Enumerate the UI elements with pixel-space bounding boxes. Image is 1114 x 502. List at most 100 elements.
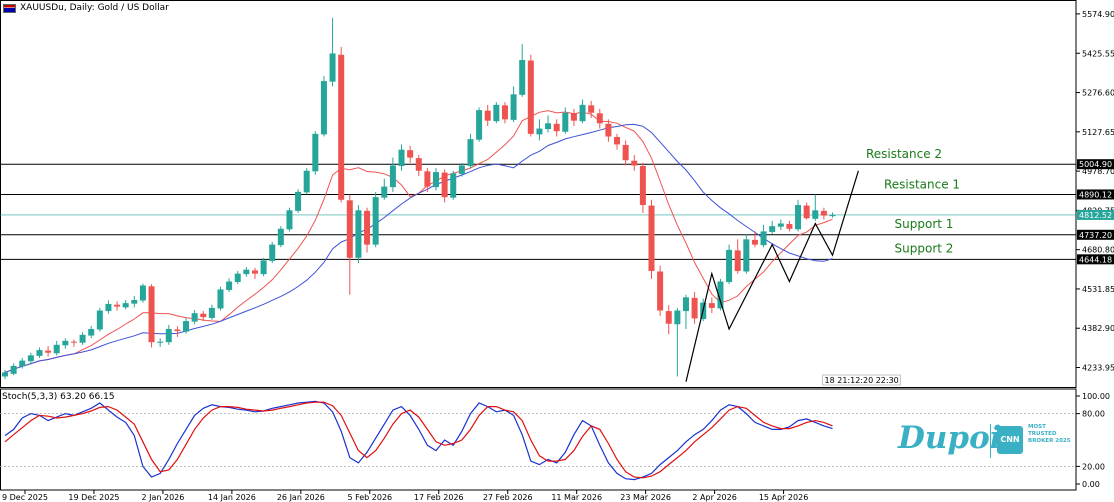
time-tick-label: 14 Jan 2026 <box>208 493 256 502</box>
candle-body <box>114 304 121 307</box>
candle-body <box>829 215 836 217</box>
candle-body <box>372 197 379 245</box>
candle-body <box>484 110 491 121</box>
stoch-tick-label: 0.00 <box>1082 480 1100 489</box>
candle-body <box>631 160 638 166</box>
candle-body <box>148 286 155 343</box>
candle-body <box>208 307 215 318</box>
candle-body <box>157 341 164 343</box>
time-tick-label: 17 Feb 2026 <box>414 493 464 502</box>
candle-body <box>364 210 371 245</box>
candle-body <box>476 110 483 140</box>
candle-body <box>467 139 474 167</box>
candle-body <box>786 224 793 229</box>
time-tick-label: 23 Mar 2026 <box>620 493 671 502</box>
candle-body <box>320 81 327 135</box>
stoch-pane-frame <box>0 388 1077 491</box>
level-label: Resistance 2 <box>866 147 942 161</box>
price-tick-label: 5276.60 <box>1082 89 1114 98</box>
candle-body <box>53 344 60 354</box>
price-tick-label: 5425.55 <box>1082 49 1114 58</box>
stoch-tick-label: 20.00 <box>1082 462 1105 471</box>
stoch-k-line <box>4 400 833 481</box>
candle-body <box>139 285 146 301</box>
candle-body <box>665 311 672 324</box>
candle-body <box>433 172 439 188</box>
candle-body <box>243 269 250 275</box>
candle-body <box>79 334 86 343</box>
candle-body <box>234 273 241 283</box>
candle-body <box>286 210 293 230</box>
candle-body <box>657 271 664 311</box>
candle-body <box>45 350 52 353</box>
candle-body <box>622 144 629 161</box>
candle-body <box>105 303 112 312</box>
candle-body <box>329 53 336 82</box>
candle-body <box>743 239 750 272</box>
price-tick-label: 4680.80 <box>1082 246 1114 255</box>
candle-body <box>536 128 543 135</box>
candle-body <box>458 165 465 174</box>
candle-body <box>562 112 569 132</box>
current-price-tag <box>1077 209 1114 220</box>
stoch-tick-label: 80.00 <box>1082 410 1105 419</box>
price-tick-label: 4978.70 <box>1082 167 1114 176</box>
candle-body <box>769 226 776 232</box>
candle-body <box>605 123 612 137</box>
time-tick-label: 2 Apr 2026 <box>692 493 736 502</box>
level-price-tag <box>1077 229 1114 240</box>
price-tick-label: 5574.90 <box>1082 10 1114 19</box>
level-price-tag <box>1077 189 1114 200</box>
candle-body <box>501 105 508 120</box>
level-price-tag-text: 4737.20 <box>1079 231 1112 240</box>
candle-body <box>519 60 526 95</box>
candle-body <box>717 281 724 309</box>
stoch-d-line <box>4 401 833 479</box>
candle-body <box>277 228 284 246</box>
time-tick-label: 26 Jan 2026 <box>277 493 325 502</box>
candle-body <box>200 313 207 318</box>
candle-body <box>260 260 267 275</box>
candle-body <box>165 328 172 343</box>
candle-body <box>96 310 103 330</box>
candle-body <box>217 289 224 309</box>
candle-body <box>648 205 655 271</box>
candle-body <box>588 105 595 113</box>
price-tick-label: 4382.90 <box>1082 324 1114 333</box>
stochastic-label: Stoch(5,3,3) 63.20 66.15 <box>2 392 115 402</box>
ma-slow-line <box>4 123 833 373</box>
candle-body <box>389 165 396 188</box>
logo-tagline: MOST TRUSTED BROKER 2025 <box>1028 424 1071 444</box>
candle-body <box>131 299 138 304</box>
candle-body <box>251 270 258 274</box>
candle-body <box>338 54 345 200</box>
time-tick-label: 27 Feb 2026 <box>483 493 533 502</box>
candle-body <box>19 360 26 367</box>
candle-body <box>708 303 715 308</box>
price-tick-label: 5127.65 <box>1082 128 1114 137</box>
level-label: Support 1 <box>895 217 954 231</box>
candle-body <box>614 137 621 145</box>
candle-body <box>570 113 577 121</box>
level-price-tag-text: 5004.90 <box>1079 160 1112 169</box>
candle-body <box>303 170 310 193</box>
cnn-badge-icon: CNN <box>997 426 1023 454</box>
time-tick-label: 11 Mar 2026 <box>551 493 602 502</box>
candle-body <box>510 94 517 120</box>
logo-separator <box>990 424 991 458</box>
stoch-tick-label: 100.00 <box>1082 392 1110 401</box>
time-tick-label: 9 Dec 2025 <box>2 493 48 502</box>
candle-body <box>734 250 741 271</box>
candle-body <box>295 191 302 211</box>
candle-body <box>674 310 681 325</box>
chart-header: XAUUSDu, Daily: Gold / US Dollar <box>3 3 169 13</box>
candle-body <box>346 200 353 258</box>
candle-body <box>415 158 422 171</box>
candle-body <box>88 328 95 336</box>
level-label: Support 2 <box>895 241 954 255</box>
candle-body <box>812 210 819 219</box>
candle-body <box>820 210 827 216</box>
level-price-tag-text: 4890.12 <box>1079 190 1112 199</box>
time-tick-label: 2 Jan 2026 <box>141 493 184 502</box>
